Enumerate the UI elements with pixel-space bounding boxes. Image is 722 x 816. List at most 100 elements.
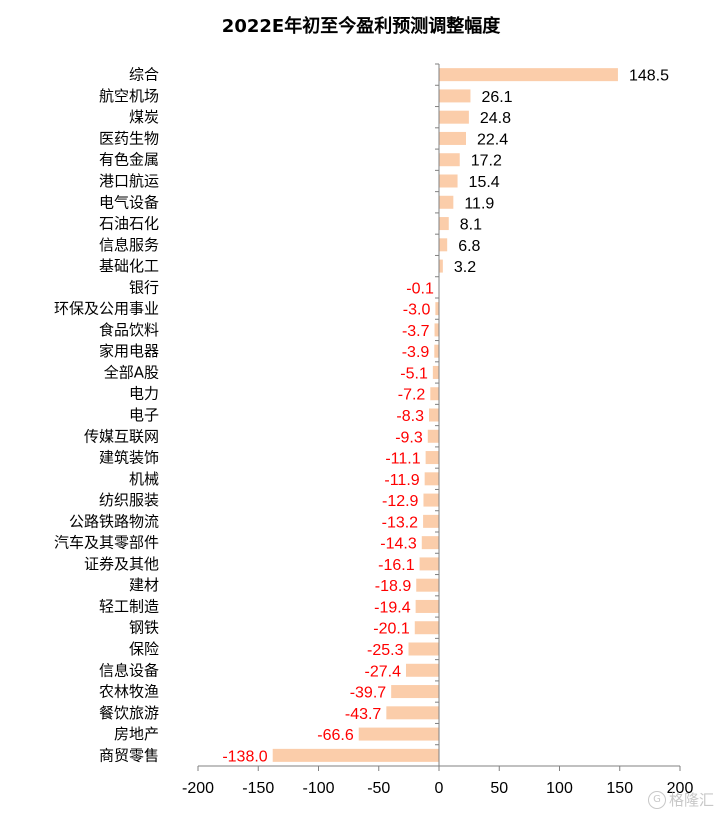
bar-29 (405, 663, 439, 677)
value-label: -43.7 (345, 706, 382, 723)
value-label: -7.2 (398, 387, 426, 404)
value-labels: 148.5 26.1 24.8 22.4 17.2 15.4 11.9 8.1 6.8 3.2 -0… (222, 68, 669, 766)
chart-title: 2022E年初至今盈利预测调整幅度 (221, 16, 501, 37)
category-label: 农林牧渔 (99, 683, 159, 701)
bar-25 (416, 578, 439, 592)
category-label: 餐饮旅游 (99, 704, 159, 722)
category-label: 信息设备 (99, 661, 159, 679)
category-label: 有色金属 (99, 151, 159, 169)
category-labels: 综合航空机场煤炭医药生物有色金属港口航运电气设备石油石化信息服务基础化工银行环保… (54, 66, 159, 765)
category-label: 基础化工 (99, 257, 159, 275)
category-label: 食品饮料 (99, 321, 159, 339)
bar-17 (429, 408, 439, 422)
value-label: -11.1 (385, 451, 420, 468)
category-label: 保险 (129, 640, 159, 658)
value-label: -11.9 (384, 472, 419, 489)
value-label: -5.1 (400, 365, 428, 382)
value-label: -12.9 (382, 493, 419, 510)
category-label: 家用电器 (99, 342, 159, 360)
bar-23 (421, 536, 439, 550)
x-tick-label: 200 (667, 780, 694, 797)
bar-24 (419, 557, 439, 571)
value-label: -138.0 (222, 748, 267, 765)
category-label: 银行 (129, 278, 159, 296)
bar-21 (423, 493, 439, 507)
category-label: 综合 (129, 66, 159, 84)
value-label: -25.3 (367, 642, 404, 659)
bar-10 (439, 259, 443, 273)
category-label: 建筑装饰 (99, 449, 159, 467)
value-label: 11.9 (464, 195, 494, 212)
value-label: -3.7 (402, 323, 430, 340)
category-label: 传媒互联网 (84, 427, 159, 445)
category-label: 电气设备 (99, 193, 159, 211)
bar-9 (439, 238, 448, 252)
value-label: 3.2 (454, 259, 476, 276)
bar-20 (424, 472, 439, 486)
bar-3 (439, 110, 469, 124)
value-label: 26.1 (481, 89, 512, 106)
gelonghui-logo-icon: G (647, 790, 666, 809)
bar-26 (415, 599, 439, 613)
bar-28 (408, 642, 439, 656)
value-label: -8.3 (396, 408, 424, 425)
category-label: 公路铁路物流 (69, 512, 159, 530)
bar-14 (434, 344, 439, 358)
bar-16 (430, 387, 439, 401)
value-label: -3.9 (402, 344, 430, 361)
category-label: 电子 (129, 406, 159, 424)
bar-1 (439, 68, 618, 82)
x-tick-label: 50 (490, 780, 508, 797)
category-label: 纺织服装 (99, 491, 159, 509)
value-label: 17.2 (471, 153, 502, 170)
value-label: -66.6 (317, 727, 354, 744)
x-tick-label: -200 (182, 780, 214, 797)
category-label: 电力 (129, 385, 159, 403)
bar-2 (439, 89, 471, 103)
value-label: -20.1 (373, 621, 410, 638)
category-label: 建材 (129, 576, 159, 594)
bars-group (272, 68, 618, 762)
category-label: 汽车及其零部件 (54, 534, 159, 552)
value-label: -27.4 (365, 663, 402, 680)
category-label: 机械 (129, 470, 159, 488)
x-tick-label: -150 (242, 780, 274, 797)
bar-18 (427, 429, 439, 443)
category-label: 轻工制造 (99, 597, 159, 615)
category-label: 医药生物 (99, 129, 159, 147)
value-label: -3.0 (403, 302, 431, 319)
value-label: -19.4 (374, 599, 411, 616)
x-tick-label: -50 (367, 780, 390, 797)
bar-33 (272, 748, 439, 762)
value-label: 15.4 (469, 174, 500, 191)
category-label: 煤炭 (129, 108, 159, 126)
value-label: 148.5 (629, 68, 669, 85)
watermark: G 格隆汇 (647, 789, 714, 810)
bar-31 (386, 706, 439, 720)
axes: -200 -150 -100 -50 0 50 100 150 200 (182, 63, 694, 797)
bar-19 (425, 451, 439, 465)
category-label: 商贸零售 (99, 746, 159, 764)
value-label: -14.3 (380, 536, 417, 553)
category-label: 石油石化 (99, 215, 159, 233)
x-tick-label: 100 (546, 780, 573, 797)
bar-4 (439, 131, 466, 145)
value-label: -13.2 (382, 514, 419, 531)
x-tick-label: 150 (606, 780, 633, 797)
bar-13 (434, 323, 439, 337)
bar-7 (439, 195, 454, 209)
value-label: 24.8 (480, 110, 511, 127)
category-label: 信息服务 (99, 236, 159, 254)
value-label: -18.9 (375, 578, 412, 595)
category-label: 钢铁 (129, 619, 159, 637)
category-label: 证券及其他 (84, 555, 159, 573)
category-label: 航空机场 (99, 87, 159, 105)
value-label: -16.1 (378, 557, 415, 574)
x-tick-label: 0 (435, 780, 444, 797)
bar-27 (414, 621, 439, 635)
category-label: 环保及公用事业 (54, 300, 159, 318)
watermark-text: 格隆汇 (668, 791, 714, 809)
bar-12 (435, 302, 439, 316)
value-label: 6.8 (458, 238, 480, 255)
